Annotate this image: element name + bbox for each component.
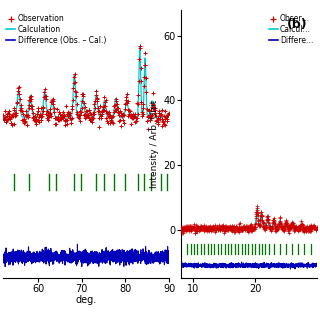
Legend: Observation, Calculation, Difference (Obs. – Cal.): Observation, Calculation, Difference (Ob…: [5, 13, 107, 46]
Text: (b): (b): [287, 18, 308, 31]
Legend: Obser…, Calcul…, Differe…: Obser…, Calcul…, Differe…: [268, 13, 314, 46]
X-axis label: deg.: deg.: [76, 295, 97, 305]
Y-axis label: Intensity / Arb. Unit: Intensity / Arb. Unit: [150, 100, 159, 188]
